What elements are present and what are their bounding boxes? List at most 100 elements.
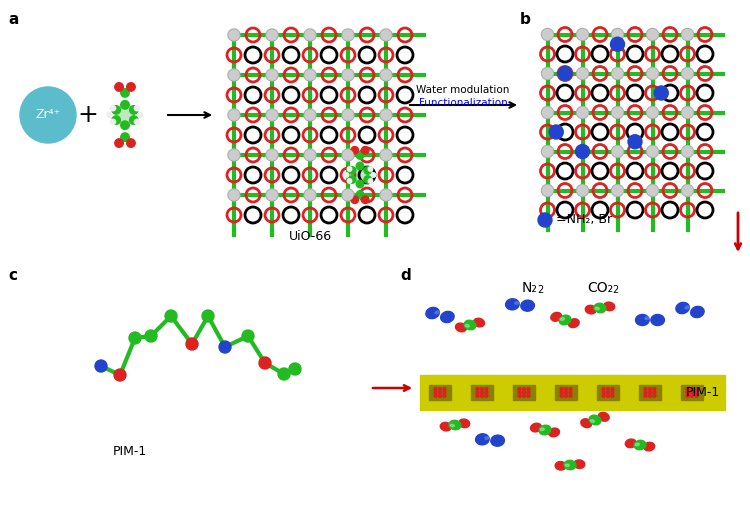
Circle shape [362, 196, 369, 204]
Circle shape [695, 394, 698, 397]
Circle shape [121, 121, 129, 129]
Circle shape [647, 29, 658, 39]
Circle shape [134, 105, 140, 111]
Ellipse shape [645, 317, 649, 320]
Circle shape [578, 146, 587, 157]
Circle shape [647, 146, 658, 157]
Circle shape [304, 189, 316, 201]
Ellipse shape [465, 324, 470, 327]
Circle shape [130, 116, 138, 125]
Text: d: d [400, 268, 411, 283]
Circle shape [653, 391, 656, 394]
Circle shape [481, 394, 484, 397]
Circle shape [644, 388, 647, 391]
Circle shape [542, 68, 554, 80]
Circle shape [114, 369, 126, 381]
Ellipse shape [565, 464, 569, 466]
Circle shape [578, 186, 587, 195]
Circle shape [646, 107, 658, 118]
Circle shape [542, 145, 554, 158]
Circle shape [279, 369, 289, 379]
Circle shape [342, 109, 354, 121]
Ellipse shape [352, 167, 368, 183]
Circle shape [202, 310, 214, 322]
Circle shape [578, 68, 587, 79]
Circle shape [646, 68, 658, 80]
Ellipse shape [676, 302, 689, 314]
Circle shape [229, 70, 239, 80]
Circle shape [304, 109, 316, 121]
Circle shape [476, 391, 479, 394]
Circle shape [266, 29, 278, 41]
Ellipse shape [459, 419, 470, 428]
Circle shape [305, 150, 315, 160]
Circle shape [647, 186, 658, 195]
Circle shape [434, 391, 437, 394]
Circle shape [542, 108, 553, 117]
Ellipse shape [530, 423, 542, 432]
Circle shape [542, 185, 554, 196]
Circle shape [364, 167, 371, 174]
Ellipse shape [116, 105, 134, 125]
Circle shape [443, 394, 446, 397]
Circle shape [560, 394, 563, 397]
Circle shape [260, 358, 270, 368]
Circle shape [138, 113, 142, 117]
Circle shape [577, 145, 589, 158]
Circle shape [381, 190, 391, 200]
Circle shape [538, 213, 552, 227]
Text: Zr⁴⁺: Zr⁴⁺ [35, 109, 61, 121]
Circle shape [121, 88, 129, 97]
Text: b: b [520, 12, 531, 27]
Circle shape [691, 388, 694, 391]
Circle shape [228, 69, 240, 81]
Circle shape [228, 149, 240, 161]
Ellipse shape [514, 302, 519, 305]
Circle shape [686, 388, 689, 391]
Circle shape [527, 394, 530, 397]
Ellipse shape [555, 462, 566, 470]
Bar [530, 15, 705, 210]
Ellipse shape [651, 314, 664, 326]
Circle shape [565, 394, 568, 397]
Circle shape [342, 149, 354, 161]
Circle shape [644, 391, 647, 394]
Circle shape [342, 69, 354, 81]
Circle shape [569, 394, 572, 397]
Circle shape [611, 28, 623, 40]
Circle shape [646, 185, 658, 196]
Circle shape [229, 190, 239, 200]
Circle shape [644, 394, 647, 397]
Circle shape [560, 388, 563, 391]
Circle shape [267, 70, 277, 80]
Circle shape [243, 331, 253, 341]
Text: 2: 2 [537, 285, 543, 295]
Circle shape [439, 391, 442, 394]
Circle shape [127, 83, 135, 91]
Text: PIM-1: PIM-1 [112, 445, 147, 458]
Circle shape [356, 162, 364, 170]
Text: =NH₂, Br: =NH₂, Br [556, 214, 612, 226]
Circle shape [602, 391, 605, 394]
Circle shape [290, 364, 300, 374]
Circle shape [649, 388, 652, 391]
Circle shape [476, 388, 479, 391]
Circle shape [578, 29, 587, 39]
Circle shape [115, 83, 123, 91]
Circle shape [278, 368, 290, 380]
Circle shape [121, 133, 129, 141]
Ellipse shape [685, 306, 689, 309]
Circle shape [560, 391, 563, 394]
Circle shape [695, 391, 698, 394]
Ellipse shape [568, 319, 579, 328]
Circle shape [356, 180, 364, 188]
Circle shape [682, 146, 692, 157]
Ellipse shape [644, 443, 655, 451]
Circle shape [364, 176, 371, 183]
Circle shape [649, 394, 652, 397]
Text: a: a [8, 12, 18, 27]
Circle shape [304, 29, 316, 41]
Circle shape [305, 190, 315, 200]
Text: c: c [8, 268, 17, 283]
Circle shape [351, 146, 358, 154]
